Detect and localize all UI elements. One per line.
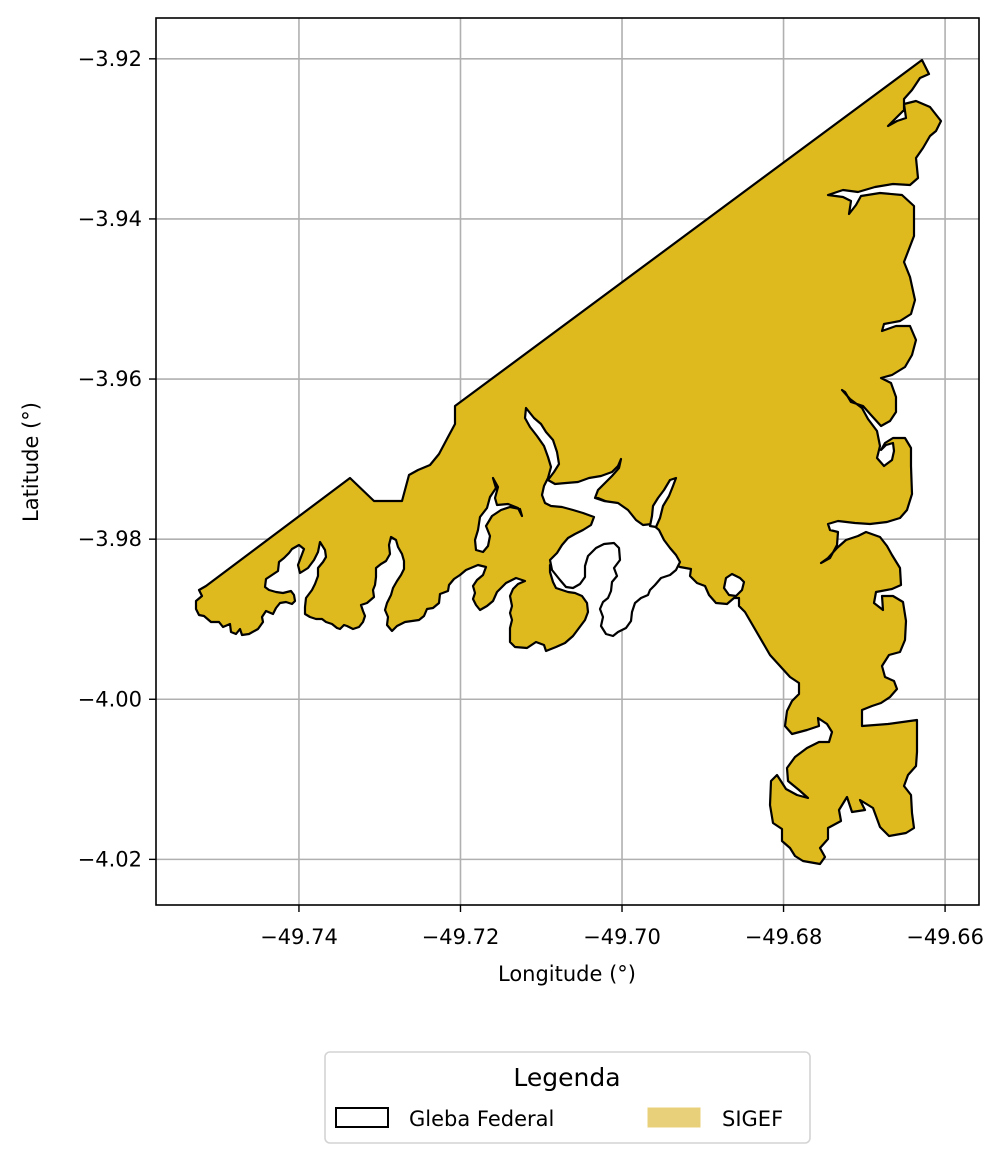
channel-hole: [523, 406, 682, 638]
x-tick-label: −49.68: [745, 925, 823, 949]
legend: Legenda Gleba Federal SIGEF: [324, 1051, 811, 1144]
plot-area: [156, 18, 979, 905]
axes-frame: [155, 17, 980, 906]
channel-hole: [473, 476, 524, 554]
y-tick-label: −3.96: [78, 367, 142, 391]
y-tick-label: −3.94: [78, 207, 142, 231]
sigef-gleba-polygon: [194, 58, 943, 866]
channel-hole: [722, 572, 746, 598]
legend-label-sigef: SIGEF: [722, 1107, 783, 1131]
y-tick-label: −4.02: [78, 847, 142, 871]
legend-title: Legenda: [513, 1063, 620, 1092]
legend-swatch-sigef: [647, 1107, 701, 1128]
x-axis-ticks: −49.74 −49.72 −49.70 −49.68 −49.66: [260, 905, 984, 949]
x-axis-label: Longitude (°): [498, 962, 636, 986]
x-tick-label: −49.72: [422, 925, 500, 949]
x-tick-label: −49.66: [906, 925, 984, 949]
channel-hole: [648, 476, 678, 529]
legend-label-gleba-federal: Gleba Federal: [409, 1107, 554, 1131]
x-tick-label: −49.70: [583, 925, 661, 949]
y-axis-ticks: −3.92 −3.94 −3.96 −3.98 −4.00 −4.02: [78, 47, 156, 871]
y-tick-label: −4.00: [78, 687, 142, 711]
y-tick-label: −3.98: [78, 527, 142, 551]
x-tick-label: −49.74: [260, 925, 338, 949]
y-tick-label: −3.92: [78, 47, 142, 71]
y-axis-label: Latitude (°): [19, 402, 43, 522]
legend-swatch-gleba-federal: [335, 1107, 389, 1128]
channel-holes: [473, 406, 746, 638]
